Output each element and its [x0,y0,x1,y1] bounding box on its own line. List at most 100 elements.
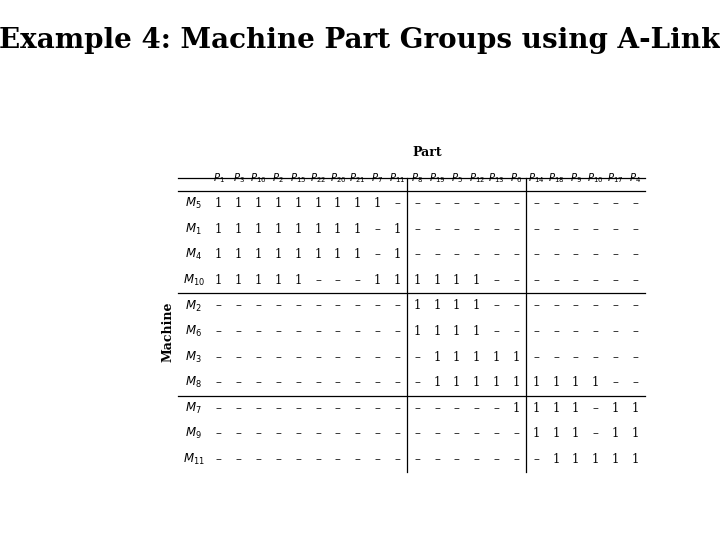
Text: $P_{18}$: $P_{18}$ [548,171,564,185]
Text: –: – [513,197,519,210]
Text: –: – [355,402,361,415]
Text: –: – [216,453,222,466]
Text: –: – [315,300,321,313]
Text: 1: 1 [334,222,341,235]
Text: –: – [395,453,400,466]
Text: –: – [374,350,380,363]
Text: 1: 1 [513,376,520,389]
Text: –: – [632,222,638,235]
Text: –: – [474,222,480,235]
Text: –: – [414,197,420,210]
Text: –: – [235,325,241,338]
Text: 1: 1 [274,222,282,235]
Text: –: – [275,325,282,338]
Text: –: – [573,300,579,313]
Text: –: – [573,248,579,261]
Text: $P_{10}$: $P_{10}$ [588,171,604,185]
Text: –: – [474,453,480,466]
Text: –: – [216,300,222,313]
Text: 1: 1 [413,274,420,287]
Text: –: – [573,274,579,287]
Text: –: – [256,325,261,338]
Text: 1: 1 [453,300,461,313]
Text: –: – [414,248,420,261]
Text: 1: 1 [394,248,401,261]
Text: –: – [593,248,598,261]
Text: –: – [235,300,241,313]
Text: 1: 1 [215,222,222,235]
Text: –: – [553,274,559,287]
Text: –: – [216,325,222,338]
Text: –: – [493,325,500,338]
Text: –: – [632,300,638,313]
Text: 1: 1 [612,402,619,415]
Text: –: – [534,274,539,287]
Text: 1: 1 [433,325,441,338]
Text: –: – [355,453,361,466]
Text: –: – [355,300,361,313]
Text: 1: 1 [552,376,559,389]
Text: –: – [513,274,519,287]
Text: –: – [374,300,380,313]
Text: $P_2$: $P_2$ [272,171,284,185]
Text: 1: 1 [532,427,540,441]
Text: $P_{20}$: $P_{20}$ [330,171,346,185]
Text: –: – [295,376,301,389]
Text: –: – [256,402,261,415]
Text: 1: 1 [631,453,639,466]
Text: –: – [632,274,638,287]
Text: –: – [513,453,519,466]
Text: 1: 1 [294,274,302,287]
Text: –: – [275,350,282,363]
Text: –: – [613,274,618,287]
Text: 1: 1 [433,350,441,363]
Text: 1: 1 [215,274,222,287]
Text: –: – [613,350,618,363]
Text: –: – [395,325,400,338]
Text: $M_{10}$: $M_{10}$ [182,273,204,288]
Text: $M_8$: $M_8$ [185,375,202,390]
Text: –: – [374,453,380,466]
Text: 1: 1 [354,222,361,235]
Text: –: – [216,376,222,389]
Text: –: – [573,197,579,210]
Text: 1: 1 [235,274,243,287]
Text: $P_{16}$: $P_{16}$ [250,171,266,185]
Text: –: – [374,325,380,338]
Text: 1: 1 [374,274,381,287]
Text: –: – [593,402,598,415]
Text: –: – [295,402,301,415]
Text: –: – [632,350,638,363]
Text: –: – [553,197,559,210]
Text: –: – [395,197,400,210]
Text: –: – [216,350,222,363]
Text: –: – [613,197,618,210]
Text: –: – [553,350,559,363]
Text: –: – [275,427,282,441]
Text: –: – [374,376,380,389]
Text: –: – [474,248,480,261]
Text: $P_{14}$: $P_{14}$ [528,171,544,185]
Text: –: – [534,300,539,313]
Text: –: – [256,376,261,389]
Text: 1: 1 [235,248,243,261]
Text: 1: 1 [453,350,461,363]
Text: –: – [395,376,400,389]
Text: 1: 1 [492,376,500,389]
Text: 1: 1 [631,427,639,441]
Text: –: – [275,453,282,466]
Text: –: – [335,427,341,441]
Text: 1: 1 [374,197,381,210]
Text: 1: 1 [552,427,559,441]
Text: $M_4$: $M_4$ [185,247,202,262]
Text: 1: 1 [612,427,619,441]
Text: –: – [235,453,241,466]
Text: –: – [256,453,261,466]
Text: $M_6$: $M_6$ [185,324,202,339]
Text: –: – [632,248,638,261]
Text: –: – [315,350,321,363]
Text: –: – [395,350,400,363]
Text: $M_{11}$: $M_{11}$ [183,452,204,467]
Text: –: – [374,222,380,235]
Text: –: – [454,453,460,466]
